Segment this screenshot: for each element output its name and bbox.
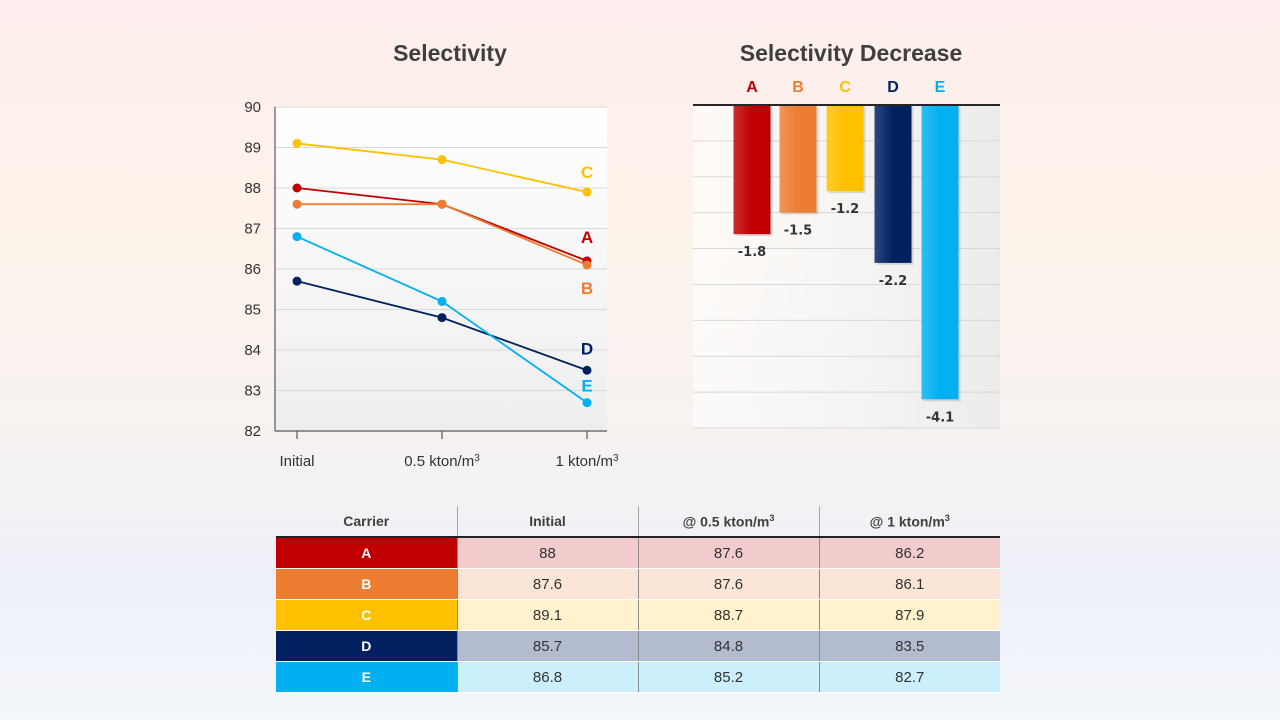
data-point-e — [437, 296, 447, 306]
one-kton-cell: 86.2 — [818, 537, 1000, 569]
x-tick-label: 0.5 kton/m3 — [404, 453, 480, 471]
bar-a — [733, 105, 771, 235]
x-tick-label: 1 kton/m3 — [555, 453, 619, 471]
header-one-kton: @ 1 kton/m3 — [818, 506, 1000, 538]
bar-e — [921, 105, 959, 400]
bar-value-label: -2.2 — [879, 274, 907, 289]
bar-category-label: B — [792, 79, 804, 96]
data-point-d — [292, 276, 302, 286]
y-tick-label: 87 — [244, 221, 261, 238]
data-point-e — [582, 398, 592, 408]
initial-cell: 88 — [456, 537, 638, 569]
one-kton-cell: 87.9 — [818, 599, 1000, 631]
one-kton-cell: 83.5 — [818, 630, 1000, 662]
carrier-cell: B — [276, 568, 457, 600]
series-label-d: D — [581, 339, 593, 358]
data-point-c — [437, 155, 447, 165]
data-point-e — [292, 232, 302, 242]
series-label-b: B — [581, 279, 593, 298]
table-row: D 85.7 84.8 83.5 — [276, 630, 1000, 662]
y-tick-label: 84 — [244, 342, 261, 359]
half-kton-cell: 84.8 — [637, 630, 819, 662]
data-point-d — [437, 313, 447, 323]
initial-cell: 85.7 — [456, 630, 638, 662]
data-point-b — [437, 199, 447, 209]
half-kton-cell: 85.2 — [637, 661, 819, 693]
y-tick-label: 83 — [244, 383, 261, 400]
header-carrier: Carrier — [276, 506, 457, 538]
bar-d — [874, 105, 912, 263]
data-point-c — [582, 187, 592, 197]
bar-b — [779, 105, 817, 213]
series-label-a: A — [581, 228, 593, 247]
y-tick-label: 86 — [244, 261, 261, 278]
data-point-b — [292, 199, 302, 209]
y-tick-label: 88 — [244, 180, 261, 197]
table-row: A 88 87.6 86.2 — [276, 537, 1000, 569]
bar-category-label: C — [839, 79, 851, 96]
bar-value-label: -1.8 — [738, 245, 766, 260]
selectivity-line-chart: 82 83 84 85 86 87 88 89 90 Initial 0.5 kton/m3 1 kt… — [244, 99, 619, 471]
carrier-cell: A — [276, 537, 457, 569]
header-initial: Initial — [456, 506, 638, 538]
half-kton-cell: 87.6 — [637, 537, 819, 569]
table-row: C 89.1 88.7 87.9 — [276, 599, 1000, 631]
one-kton-cell: 86.1 — [818, 568, 1000, 600]
table-row: E 86.8 85.2 82.7 — [276, 661, 1000, 693]
data-point-c — [292, 138, 302, 148]
selectivity-decrease-bar-chart: A -1.8 B -1.5 C -1.2 D -2.2 E -4.1 — [693, 79, 1000, 429]
data-point-a — [292, 183, 302, 193]
y-tick-label: 90 — [244, 99, 261, 116]
header-half-kton: @ 0.5 kton/m3 — [637, 506, 819, 538]
table-row: B 87.6 87.6 86.1 — [276, 568, 1000, 600]
carrier-cell: C — [276, 599, 457, 631]
x-tick-label: Initial — [279, 453, 314, 470]
bar-c — [826, 105, 864, 192]
data-point-d — [582, 365, 592, 375]
bar-value-label: -1.5 — [784, 224, 812, 239]
line-chart-title: Selectivity — [393, 40, 507, 66]
table-header-row: Carrier Initial @ 0.5 kton/m3 @ 1 kton/m… — [276, 506, 1000, 538]
one-kton-cell: 82.7 — [818, 661, 1000, 693]
data-point-b — [582, 260, 592, 270]
initial-cell: 87.6 — [456, 568, 638, 600]
bar-category-label: E — [935, 79, 946, 96]
half-kton-cell: 88.7 — [637, 599, 819, 631]
bar-chart-title: Selectivity Decrease — [739, 40, 963, 66]
carrier-cell: D — [276, 630, 457, 662]
carrier-cell: E — [276, 661, 457, 693]
initial-cell: 86.8 — [456, 661, 638, 693]
y-tick-label: 85 — [244, 302, 261, 319]
initial-cell: 89.1 — [456, 599, 638, 631]
y-tick-label: 82 — [244, 423, 261, 440]
series-label-e: E — [581, 377, 592, 396]
bar-value-label: -1.2 — [831, 202, 859, 217]
half-kton-cell: 87.6 — [637, 568, 819, 600]
selectivity-table: Carrier Initial @ 0.5 kton/m3 @ 1 kton/m… — [276, 506, 1000, 693]
series-label-c: C — [581, 163, 593, 182]
bar-value-label: -4.1 — [926, 410, 954, 425]
y-tick-label: 89 — [244, 140, 261, 157]
bar-category-label: A — [746, 79, 758, 96]
bar-category-label: D — [887, 79, 899, 96]
